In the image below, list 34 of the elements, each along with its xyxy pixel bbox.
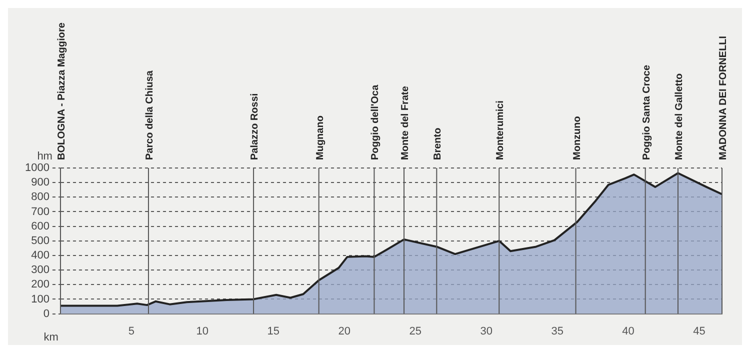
x-tick-label: 45 (693, 325, 706, 338)
x-tick-label: 30 (480, 325, 492, 338)
y-tick-label: 100 (31, 293, 50, 306)
ref-line-label: Monzuno (572, 116, 583, 160)
y-tick-label: 400 (31, 250, 50, 262)
ref-line-label: Poggio Santa Croce (641, 64, 652, 160)
x-tick-label: 20 (338, 325, 351, 338)
y-tick-label: 300 (31, 264, 50, 276)
y-axis-title: hm (37, 150, 52, 163)
ref-line-label: Poggio dell'Oca (370, 84, 382, 160)
x-tick-label: 40 (622, 325, 634, 338)
ref-line-label: Brento (432, 128, 444, 160)
ref-line-label: Monte del Frate (400, 86, 412, 160)
x-tick-label: 25 (409, 325, 422, 338)
y-tick-label: 1000 (24, 162, 50, 174)
y-tick-label: 200 (31, 278, 50, 291)
ref-line-label: BOLOGNA - Piazza Maggiore (56, 22, 68, 160)
ref-line-label: MADONNA DEI FORNELLI (718, 36, 729, 160)
x-tick-label: 5 (128, 325, 135, 338)
y-tick-label: 600 (31, 220, 50, 232)
ref-line-label: Monterumici (495, 100, 506, 160)
y-tick-label: 800 (31, 191, 50, 204)
y-tick-label: 900 (31, 176, 50, 189)
ref-line-label: Parco della Chiusa (144, 70, 156, 160)
y-tick-label: 500 (31, 234, 50, 247)
x-tick-label: 10 (196, 325, 209, 338)
x-tick-label: 15 (267, 325, 280, 338)
ref-line-label: Monte del Galletto (674, 73, 685, 160)
ref-line-label: Palazzo Rossi (250, 93, 261, 160)
y-tick-label: 700 (31, 206, 50, 218)
ref-line-label: Mugnano (314, 116, 326, 160)
x-tick-label: 35 (551, 325, 564, 338)
y-tick-label: 0 (43, 308, 50, 320)
x-axis-title: km (44, 331, 58, 344)
